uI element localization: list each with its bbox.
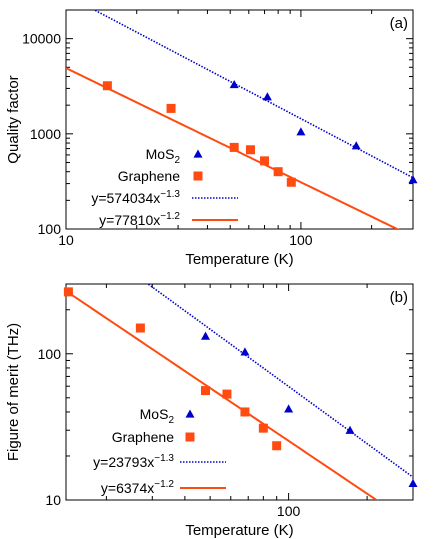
panel-b-legend-series-1: MoS2 bbox=[140, 406, 175, 426]
panel-b-series-2-point bbox=[63, 287, 73, 297]
panel-a-legend-exponent: −1.3 bbox=[160, 189, 180, 200]
panel-b-panel-label: (b) bbox=[390, 289, 408, 306]
panel-a-fit-line-2 bbox=[66, 67, 400, 229]
panel-a-legend-series-1: MoS2 bbox=[146, 146, 181, 166]
panel-b-y-tick-label: 100 bbox=[38, 346, 62, 362]
panel-a-panel-label: (a) bbox=[390, 15, 408, 32]
panel-a-series-1-point bbox=[262, 92, 272, 101]
panel-b-y-tick-label: 10 bbox=[45, 492, 61, 508]
panel-b-x-tick-label: 100 bbox=[277, 503, 301, 519]
panel-b-legend-subscript: 2 bbox=[168, 415, 174, 426]
panel-a-legend-exponent: −1.2 bbox=[160, 211, 180, 222]
panel-a-legend-fit-1: y=574034x−1.3 bbox=[91, 189, 180, 206]
panel-b-legend-series-2: Graphene bbox=[112, 429, 174, 445]
panel-a-plot-area bbox=[66, 10, 413, 229]
panel-b-series-1-point bbox=[201, 331, 211, 340]
panel-b-plot-area bbox=[66, 284, 413, 500]
panel-a-y-axis-label: Quality factor bbox=[5, 75, 22, 163]
panel-a-series-2-point bbox=[273, 167, 283, 177]
panel-a-series-1-point bbox=[229, 79, 239, 89]
panel-a-y-tick-label: 1000 bbox=[30, 126, 61, 142]
panel-a-y-tick-label: 100 bbox=[38, 221, 62, 237]
panel-a-series-2-point bbox=[102, 81, 112, 91]
panel-b-series-2-point bbox=[222, 389, 232, 399]
panel-a-series-2-point bbox=[229, 142, 239, 152]
panel-b-y-axis-label: Figure of merit (THz) bbox=[5, 323, 22, 461]
panel-a-x-tick-label: 100 bbox=[289, 232, 313, 248]
panel-a-series-1-point bbox=[296, 127, 306, 136]
panel-a-y-tick-label: 10000 bbox=[22, 31, 61, 47]
panel-b-legend: MoS2 Graphene y=23793x−1.3 y=6374x−1.2 bbox=[93, 406, 226, 496]
panel-b-legend-marker-2 bbox=[185, 432, 195, 442]
panel-a-x-tick-label: 10 bbox=[58, 232, 74, 248]
panel-b-legend-marker-1 bbox=[185, 409, 195, 418]
panel-a-series-2-point bbox=[166, 103, 176, 113]
panel-b-chart: 100 10 100 Temperature (K) Figure of merit (… bbox=[5, 283, 418, 539]
panel-a-series-2-point bbox=[245, 145, 255, 155]
panel-a-legend-fit-2: y=77810x−1.2 bbox=[99, 211, 180, 228]
panel-b-plot-frame bbox=[65, 283, 414, 501]
panel-a-x-axis-label: Temperature (K) bbox=[185, 251, 293, 268]
panel-b-series-1-point bbox=[284, 404, 294, 413]
panel-a-series-2-point bbox=[260, 156, 270, 166]
panel-b-series-2-point bbox=[258, 423, 268, 433]
panel-b-series-1-point bbox=[240, 347, 250, 356]
panel-a-series-2-point bbox=[286, 177, 296, 187]
panel-b-legend-fit-2: y=6374x−1.2 bbox=[101, 479, 175, 496]
panel-b-legend-exponent: −1.2 bbox=[154, 479, 174, 490]
panel-a-series-1-point bbox=[351, 141, 361, 150]
panel-b-series-1-point bbox=[408, 478, 418, 487]
panel-a-series-1-point bbox=[408, 175, 418, 184]
panel-b-x-axis-label: Temperature (K) bbox=[185, 522, 293, 539]
panel-b-series-2-point bbox=[201, 386, 211, 396]
panel-a-legend-marker-2 bbox=[193, 171, 203, 181]
panel-b-legend-exponent: −1.3 bbox=[154, 453, 174, 464]
panel-a-legend: MoS2 Graphene y=574034x−1.3 y=77810x−1.2 bbox=[91, 146, 238, 228]
panel-a-legend-subscript: 2 bbox=[174, 155, 180, 166]
panel-b-series-2-point bbox=[240, 407, 250, 417]
panel-b-legend-fit-1: y=23793x−1.3 bbox=[93, 453, 174, 470]
panel-a-plot-frame bbox=[65, 9, 414, 230]
panel-a-legend-marker-1 bbox=[193, 149, 203, 158]
panel-a-legend-series-2: Graphene bbox=[118, 168, 180, 184]
panel-b-series-1-point bbox=[345, 425, 355, 434]
panel-a-fit-line-1 bbox=[92, 10, 413, 179]
panel-b-series-2-point bbox=[272, 441, 282, 451]
panel-b-fit-line-1 bbox=[146, 284, 413, 478]
panel-b-series-2-point bbox=[135, 323, 145, 333]
panel-b-fit-line-2 bbox=[66, 290, 379, 500]
